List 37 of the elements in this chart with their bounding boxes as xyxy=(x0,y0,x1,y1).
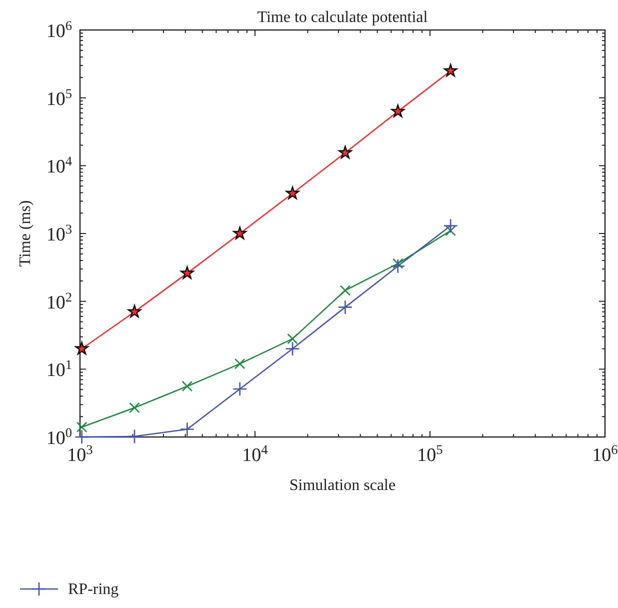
point xyxy=(390,258,406,274)
y-tick-label: 10$^{2}$ xyxy=(46,288,72,314)
y-tick-label: 10$^{1}$ xyxy=(46,356,72,382)
point xyxy=(76,422,88,432)
point xyxy=(233,226,247,240)
y-tick-label: 10$^{6}$ xyxy=(46,18,72,42)
legend-label: RP-ring xyxy=(68,581,119,598)
point xyxy=(445,225,456,236)
point xyxy=(444,64,458,77)
point xyxy=(182,380,193,392)
point xyxy=(391,104,405,118)
point xyxy=(180,422,194,437)
x-tick-label: 10$^{6}$ xyxy=(592,442,618,466)
point xyxy=(392,258,404,269)
point xyxy=(232,382,248,396)
point xyxy=(127,429,142,444)
x-axis-title: Simulation scale xyxy=(289,477,396,494)
y-tick-label: 10$^{5}$ xyxy=(46,85,72,110)
y-tick-label: 10$^{3}$ xyxy=(46,221,72,246)
point xyxy=(75,342,88,355)
point xyxy=(234,358,246,370)
point xyxy=(286,186,300,200)
point xyxy=(180,266,194,279)
point xyxy=(338,300,353,314)
point xyxy=(128,304,142,318)
point xyxy=(287,333,298,344)
x-tick-label: 10$^{5}$ xyxy=(417,442,444,466)
point xyxy=(285,341,300,356)
point xyxy=(340,285,351,296)
point xyxy=(443,218,458,234)
point xyxy=(74,430,90,444)
x-tick-label: 10$^{4}$ xyxy=(242,442,268,466)
point xyxy=(129,402,140,414)
chart-title: Time to calculate potential xyxy=(257,9,428,26)
y-axis-title: Time (ms) xyxy=(17,200,34,267)
y-tick-label: 10$^{4}$ xyxy=(46,153,72,178)
point xyxy=(338,146,352,159)
